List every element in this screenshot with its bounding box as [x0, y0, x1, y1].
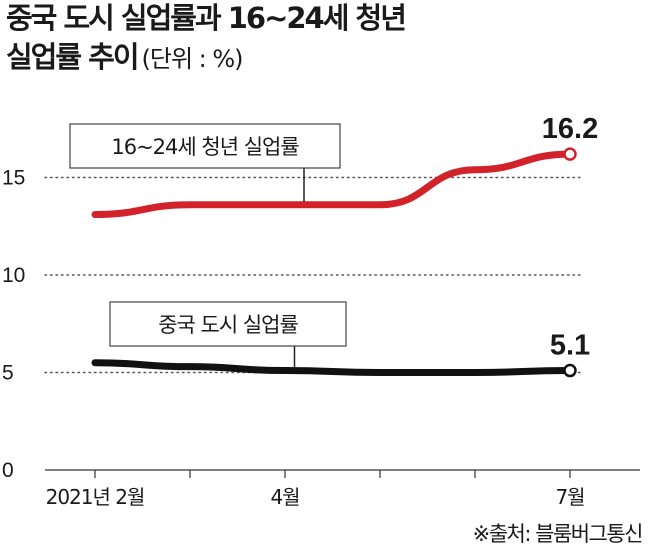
series-line: [91, 150, 574, 219]
end-value-label: 16.2: [542, 113, 598, 145]
legend-label: 중국 도시 실업률: [158, 313, 298, 337]
chart-title-line2-text: 실업률 추이: [6, 40, 139, 74]
series-line: [91, 359, 574, 377]
legend-box: [109, 301, 347, 347]
end-point-marker: [563, 363, 577, 378]
legend-box: [69, 123, 341, 169]
legend-label: 16~24세 청년 실업률: [111, 135, 299, 159]
chart-title-line1: 중국 도시 실업률과 16~24세 청년: [6, 1, 407, 35]
y-tick-label: 5: [2, 362, 14, 385]
x-tick-label: 2021년 2월: [46, 485, 145, 509]
y-tick-label: 10: [2, 264, 25, 287]
x-tick-label: 4월: [270, 485, 299, 509]
end-value-label: 5.1: [550, 330, 590, 362]
unit-label: (단위 : %): [141, 45, 244, 73]
x-tick-label: 7월: [555, 485, 584, 509]
end-point-marker: [563, 147, 577, 161]
y-tick-label: 0: [2, 459, 14, 482]
y-tick-label: 15: [2, 167, 25, 190]
source-note: ※출처: 블룸버그통신: [472, 522, 644, 546]
chart-title-line2: 실업률 추이 (단위 : %): [6, 40, 244, 74]
